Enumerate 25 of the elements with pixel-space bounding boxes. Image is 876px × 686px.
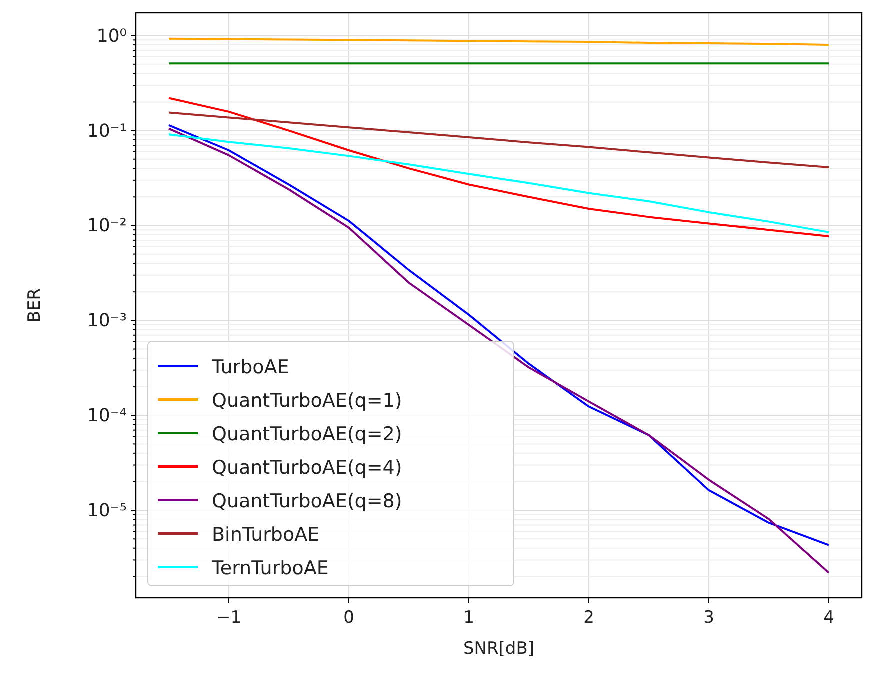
line-series [168, 97, 830, 238]
x-tick-label: 3 [704, 608, 714, 628]
y-tick-label: 10⁻¹ [87, 120, 127, 142]
legend-label: BinTurboAE [212, 524, 320, 546]
line-series [168, 38, 830, 46]
legend-label: QuantTurboAE(q=4) [212, 456, 402, 479]
legend-label: QuantTurboAE(q=2) [212, 423, 402, 446]
legend-label: QuantTurboAE(q=8) [212, 490, 402, 512]
x-tick-label: 1 [464, 608, 474, 628]
y-tick-label: 10⁻⁴ [87, 406, 127, 427]
x-axis-title: SNR[dB] [463, 639, 535, 659]
y-tick-label: 10⁻⁵ [87, 500, 127, 522]
x-tick-label: −1 [216, 608, 242, 628]
legend-label: TernTurboAE [211, 557, 329, 580]
legend-label: TurboAE [211, 356, 290, 378]
line-series [168, 134, 830, 234]
y-tick-label: 10⁰ [96, 26, 127, 47]
line-series [168, 112, 830, 169]
x-tick-label: 0 [344, 608, 354, 628]
x-tick-label: 2 [584, 608, 594, 628]
y-tick-label: 10⁻³ [87, 310, 127, 332]
y-axis-title: BER [25, 288, 45, 323]
legend-label: QuantTurboAE(q=1) [212, 390, 402, 412]
x-tick-label: 4 [824, 608, 834, 628]
y-tick-label: 10⁻² [87, 216, 127, 237]
